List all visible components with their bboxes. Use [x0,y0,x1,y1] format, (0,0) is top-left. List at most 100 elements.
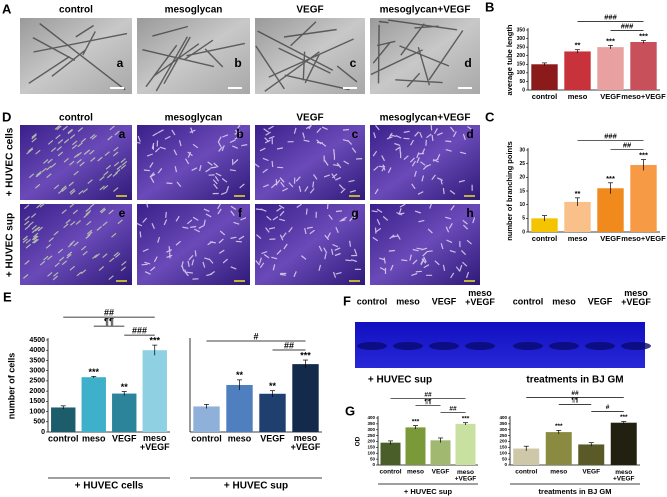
column-title: mesoglycan+VEGF [380,113,471,124]
bar [51,407,76,432]
bracket-label: ## [449,405,457,412]
x-tick-label: VEGF [260,433,285,443]
x-tick-label: meso [568,234,588,243]
cell-texture [253,123,363,194]
y-tick-label: 25 [519,161,525,167]
panel-label: A [2,1,12,16]
cell-texture [371,202,476,279]
gel-band [357,342,387,350]
y-tick-label: 250 [367,433,375,438]
y-tick-label: 250 [517,44,526,50]
y-tick-label: 100 [499,450,507,455]
tube-network [28,23,128,91]
x-tick-label: control [532,92,557,101]
column-title: control [59,113,93,124]
y-tick-label: 5 [522,216,525,222]
lane-label-line: +VEGF [621,297,651,307]
cell-texture [134,122,248,195]
column-title: mesoglycan [165,113,223,124]
gel-band [585,342,615,350]
significance-mark: *** [639,32,648,41]
x-tick-label-line: meso [143,433,167,443]
tube-network [370,19,464,88]
lane-label-line: meso [468,288,492,298]
significance-mark: *** [606,36,615,45]
x-tick-label: meso+VEGF [621,92,666,101]
bracket-label: ### [604,132,617,141]
bar [259,393,286,432]
x-axis-label: + HUVEC cells [75,481,144,492]
bracket-label: ## [284,340,294,350]
panel-label: E [3,289,12,304]
column-title: mesoglycan+VEGF [380,5,471,16]
x-axis-label: + HUVEC sup [404,487,453,496]
bar [405,427,426,465]
tube-network [255,21,358,92]
image-letter: b [234,56,241,70]
bracket-label: ### [621,22,634,31]
bracket-label: ### [604,13,617,22]
bar [513,448,540,465]
lane-label-line: meso [624,288,648,298]
tube-network [142,25,246,92]
micrograph [255,204,365,285]
lane-label: VEGF [588,296,613,306]
y-tick-label: 350 [367,421,375,426]
gel-caption: + HUVEC sup [368,375,432,386]
bracket-label: ¶¶ [571,397,579,404]
significance-mark: *** [88,367,99,377]
cell-texture [26,125,128,195]
lane-label-line: +VEGF [465,297,495,307]
y-tick-label: 300 [517,36,526,42]
y-tick-label: 200 [367,439,375,444]
x-tick-label-line: meso [294,433,318,443]
image-letter: c [350,56,357,70]
significance-mark: *** [149,335,160,345]
x-tick-label: meso+VEGF [613,469,635,483]
x-tick-label-line: +VEGF [613,475,635,482]
y-tick-label: 50 [502,456,508,461]
bracket-label: ## [623,141,632,150]
significance-mark: *** [555,423,563,430]
x-tick-label-line: meso [457,469,474,476]
image-letter: a [119,127,126,141]
y-tick-label: 100 [517,70,526,76]
gel-band [465,342,495,350]
bracket-label: ¶¶ [104,316,114,326]
cell-texture [372,124,473,195]
bar [630,42,657,90]
x-tick-label: control [191,433,222,443]
y-tick-label: 0 [372,462,375,467]
image-letter: d [466,127,473,141]
x-tick-label: meso [568,92,588,101]
row-label: + HUVEC sup [5,213,16,277]
x-tick-label-line: meso [615,469,632,476]
x-tick-label: VEGF [432,469,450,476]
y-axis-label: OD [355,436,362,446]
significance-mark: ** [575,189,581,198]
significance-mark: ** [236,370,244,380]
y-tick-label: 50 [519,79,525,85]
x-tick-label-line: +VEGF [140,442,170,452]
significance-mark: *** [300,350,311,360]
x-tick-label: meso+VEGF [455,469,477,483]
bar [81,377,106,432]
bracket-label: ¶¶ [424,398,432,405]
gel-band [549,342,579,350]
y-tick-label: 100 [367,450,375,455]
cell-texture [136,201,247,280]
y-axis-label: number of branching points [505,141,514,241]
bracket-label: ## [104,307,114,317]
bar [193,406,220,432]
y-tick-label: 300 [499,427,507,432]
x-tick-label: VEGF [600,92,621,101]
gel-band [621,342,651,350]
lane-label: control [513,296,544,306]
image-letter: e [119,206,126,220]
gel-caption: treatments in BJ GM [526,375,623,386]
lane-label: VEGF [432,296,457,306]
bracket-label: ## [571,390,579,397]
bar [564,51,591,90]
bar [597,188,624,232]
